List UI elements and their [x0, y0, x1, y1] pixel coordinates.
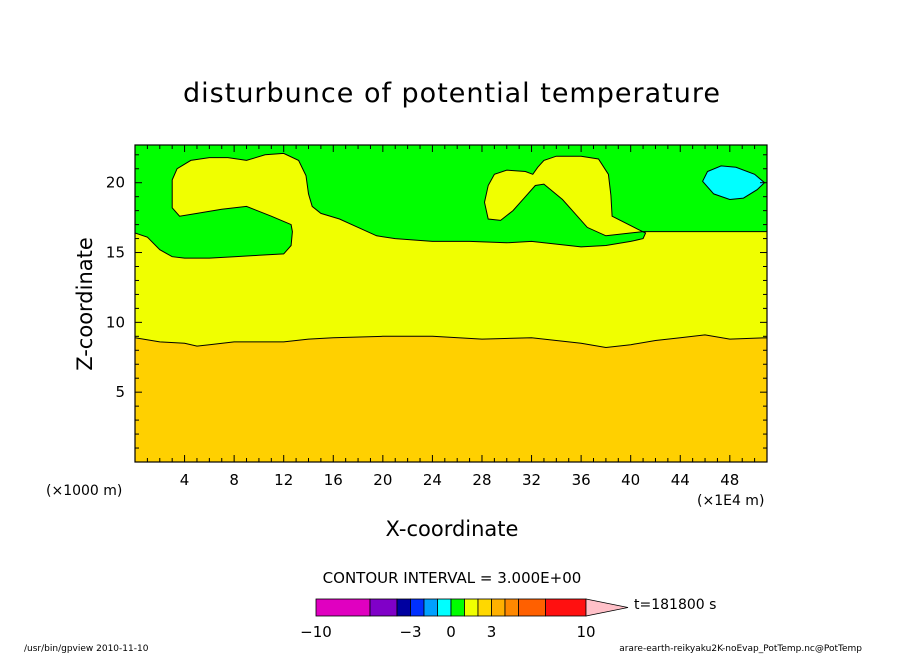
colorbar-label: 3 — [487, 623, 497, 641]
x-tick-label: 40 — [621, 471, 640, 489]
colorbar-segment — [504, 598, 519, 617]
colorbar-segment — [464, 598, 479, 617]
colorbar-segment — [518, 598, 546, 617]
x-tick-label: 24 — [423, 471, 442, 489]
x-tick-label: 20 — [373, 471, 392, 489]
y-tick-label: 15 — [106, 244, 125, 262]
colorbar-label: 10 — [576, 623, 595, 641]
x-tick-label: 28 — [472, 471, 491, 489]
contour-interval-label: CONTOUR INTERVAL = 3.000E+00 — [323, 569, 582, 587]
colorbar-overflow-arrow — [585, 598, 629, 617]
axis-ticks — [135, 145, 767, 462]
x-tick-labels: 4 8 12 16 20 24 28 32 36 40 44 48 — [180, 471, 740, 489]
colorbar-labels: −10 −3 0 3 10 — [300, 623, 595, 641]
x-unit-right: (×1E4 m) — [697, 493, 764, 509]
x-tick-label: 8 — [229, 471, 239, 489]
colorbar-label: 0 — [446, 623, 456, 641]
colorbar — [315, 598, 629, 617]
x-tick-label: 4 — [180, 471, 190, 489]
y-tick-label: 5 — [115, 383, 125, 401]
colorbar-segment — [423, 598, 438, 617]
y-tick-label: 10 — [106, 313, 125, 331]
colorbar-segment — [315, 598, 371, 617]
colorbar-label: −3 — [399, 623, 421, 641]
colorbar-segment — [396, 598, 411, 617]
y-axis-label: Z-coordinate — [73, 237, 97, 371]
colorbar-segment — [491, 598, 506, 617]
x-axis-label: X-coordinate — [386, 517, 519, 541]
colorbar-segment — [477, 598, 492, 617]
x-tick-label: 16 — [324, 471, 343, 489]
time-label: t=181800 s — [634, 597, 716, 613]
colorbar-segment — [437, 598, 452, 617]
x-unit-left: (×1000 m) — [46, 483, 122, 499]
x-tick-label: 44 — [671, 471, 690, 489]
y-tick-labels: 5 10 15 20 — [106, 174, 125, 401]
footer-left: /usr/bin/gpview 2010-11-10 — [24, 644, 149, 654]
colorbar-segment — [410, 598, 425, 617]
footer-right: arare-earth-reikyaku2K-noEvap_PotTemp.nc… — [619, 644, 862, 654]
colorbar-segment — [545, 598, 587, 617]
colorbar-label: −10 — [300, 623, 332, 641]
plot-area — [135, 145, 767, 462]
colorbar-segment — [450, 598, 465, 617]
chart-title: disturbunce of potential temperature — [183, 78, 721, 109]
y-tick-label: 20 — [106, 174, 125, 192]
colorbar-segment — [369, 598, 398, 617]
x-tick-label: 32 — [522, 471, 541, 489]
x-tick-label: 36 — [572, 471, 591, 489]
x-tick-label: 48 — [720, 471, 739, 489]
lower-layer-fill — [135, 334, 767, 462]
x-tick-label: 12 — [274, 471, 293, 489]
plot-frame — [134, 144, 768, 463]
